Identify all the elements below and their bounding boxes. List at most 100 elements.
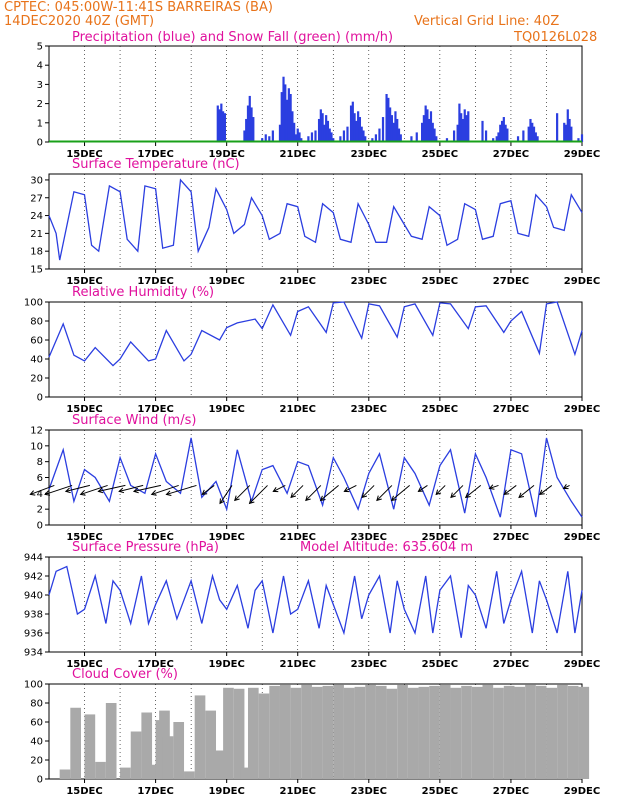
wind-arrow-head xyxy=(562,484,569,490)
wind-arrow-head xyxy=(290,492,297,499)
y-tick-label: 4 xyxy=(37,489,43,500)
precip-bar xyxy=(307,136,310,142)
precip-bar xyxy=(289,94,292,142)
panel-title-wind: Surface Wind (m/s) xyxy=(72,413,196,428)
cloud-bar xyxy=(578,686,590,779)
cloud-bar xyxy=(525,684,536,779)
cloud-bar xyxy=(407,687,419,779)
x-tick-label: 23DEC xyxy=(351,786,387,797)
wind-arrow-head xyxy=(488,484,495,490)
wind-arrow-head xyxy=(390,495,397,502)
wind-arrow-head xyxy=(234,495,240,502)
cloud-bar xyxy=(162,736,174,779)
precip-bar xyxy=(326,120,330,142)
y-tick-label: 936 xyxy=(24,629,43,640)
panel-title-pressure: Surface Pressure (hPa) xyxy=(72,540,219,555)
x-tick-label: 29DEC xyxy=(564,404,600,415)
wind-arrow xyxy=(465,485,482,498)
precip-bar xyxy=(568,118,571,142)
x-tick-label: 17DEC xyxy=(137,404,173,415)
x-tick-label: 25DEC xyxy=(422,149,458,160)
y-tick-label: 24 xyxy=(30,211,43,222)
wind-arrow-head xyxy=(435,489,442,496)
precip-bar xyxy=(362,130,365,142)
precip-bar xyxy=(415,132,418,142)
y-tick-label: 40 xyxy=(30,355,43,366)
precip-bar xyxy=(522,130,525,142)
y-tick-label: 940 xyxy=(24,591,43,602)
wind-arrow xyxy=(44,484,73,495)
cloud-bar xyxy=(290,687,302,779)
x-tick-label: 15DEC xyxy=(66,786,102,797)
precip-bar xyxy=(246,105,250,142)
wind-arrow xyxy=(418,485,428,492)
panel-title-rh: Relative Humidity (%) xyxy=(72,285,214,300)
wind-arrow xyxy=(98,484,126,492)
wind-arrow xyxy=(119,484,144,492)
x-tick-label: 19DEC xyxy=(208,532,244,543)
precip-bar xyxy=(353,113,356,142)
precip-bar xyxy=(463,109,466,142)
precip-bar xyxy=(467,111,470,142)
x-tick-label: 29DEC xyxy=(564,532,600,543)
precip-bar xyxy=(396,118,399,142)
precip-bar xyxy=(531,122,534,142)
y-tick-label: 30 xyxy=(30,175,43,186)
cloud-bar xyxy=(461,685,472,779)
precip-bar xyxy=(371,138,374,142)
y-tick-label: 2 xyxy=(37,99,43,110)
precip-bar xyxy=(285,99,289,142)
precip-bar xyxy=(422,115,425,142)
precip-bar xyxy=(268,136,271,142)
precip-bar xyxy=(351,101,354,142)
cloud-bar xyxy=(247,687,259,779)
wind-arrow xyxy=(376,485,393,501)
precip-bar xyxy=(287,88,290,142)
y-tick-label: 100 xyxy=(24,680,43,691)
cloud-bar xyxy=(105,703,117,779)
precip-bar xyxy=(271,130,274,142)
precip-bar xyxy=(495,136,498,142)
cloud-bar xyxy=(343,687,355,779)
x-tick-label: 29DEC xyxy=(564,149,600,160)
cloud-bar xyxy=(557,684,568,779)
cloud-bar xyxy=(365,684,376,779)
wind-arrow-head xyxy=(219,498,225,505)
y-tick-label: 944 xyxy=(24,553,43,564)
cloud-bar xyxy=(70,707,81,779)
x-tick-label: 25DEC xyxy=(422,276,458,287)
cloud-bar xyxy=(141,712,153,779)
y-tick-label: 942 xyxy=(24,572,43,583)
x-tick-label: 21DEC xyxy=(280,532,316,543)
precip-bar xyxy=(261,138,264,142)
precip-bar xyxy=(532,126,536,142)
cloud-bar xyxy=(301,684,312,779)
precip-bar xyxy=(390,115,393,142)
precip-bar xyxy=(500,120,504,142)
y-tick-label: 100 xyxy=(24,298,43,309)
precip-bar xyxy=(421,122,424,142)
precip-bar xyxy=(248,95,251,142)
cloud-bar xyxy=(546,687,558,779)
x-tick-label: 25DEC xyxy=(422,532,458,543)
precip-bar xyxy=(499,124,502,142)
cloud-bar xyxy=(240,767,252,779)
x-tick-label: 27DEC xyxy=(493,532,529,543)
cloud-bar xyxy=(130,731,142,779)
precip-bar xyxy=(556,113,559,142)
precip-bar xyxy=(428,118,431,142)
wind-arrow xyxy=(450,485,464,498)
series-line xyxy=(48,437,583,518)
cloud-bar xyxy=(503,685,515,779)
precip-bar xyxy=(349,105,353,142)
wind-arrow xyxy=(563,484,570,489)
precip-bar xyxy=(577,138,580,142)
wind-arrow xyxy=(80,484,108,495)
precip-bar xyxy=(378,128,381,142)
wind-arrow-head xyxy=(376,495,382,502)
wind-arrow xyxy=(435,485,446,495)
cloud-bar xyxy=(59,769,71,779)
cloud-bar xyxy=(216,750,227,779)
precip-bar xyxy=(339,136,342,142)
